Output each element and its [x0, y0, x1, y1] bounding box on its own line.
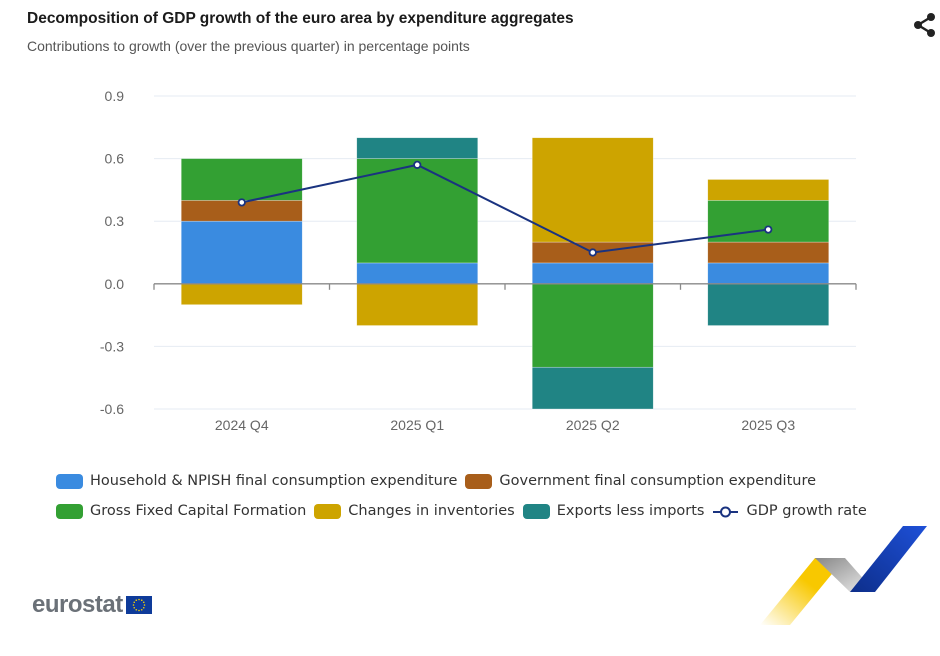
- bar-segment[interactable]: [531, 137, 654, 243]
- eu-star: [142, 601, 145, 604]
- bar-segment[interactable]: [707, 241, 830, 264]
- logo-text: eurostat: [32, 591, 123, 618]
- eu-star: [143, 604, 145, 606]
- bar-segment[interactable]: [531, 283, 654, 368]
- legend-item[interactable]: Government final consumption expenditure: [465, 473, 816, 489]
- legend: Household & NPISH final consumption expe…: [56, 466, 936, 526]
- gdp-point[interactable]: [588, 248, 597, 257]
- y-tick-label: 0.9: [105, 88, 125, 104]
- chart-plot: -0.6 -0.3 0.0 0.3 0.6 0.9 2024 Q4 2025 Q1 2025 …: [100, 88, 857, 433]
- legend-swatch: [314, 503, 342, 519]
- y-tick-label: -0.6: [100, 401, 124, 417]
- bar-segment[interactable]: [356, 158, 479, 264]
- y-tick-label: 0.6: [105, 151, 125, 167]
- legend-item[interactable]: Household & NPISH final consumption expe…: [56, 473, 457, 489]
- chart-title: Decomposition of GDP growth of the euro …: [27, 10, 574, 27]
- eu-star: [135, 608, 137, 611]
- bar-segment[interactable]: [531, 262, 654, 285]
- bar-segment[interactable]: [180, 283, 303, 305]
- eu-star: [142, 606, 145, 609]
- x-tick-label: 2025 Q1: [390, 417, 444, 433]
- x-axis-labels: 2024 Q4 2025 Q1 2025 Q2 2025 Q3: [215, 417, 795, 433]
- legend-swatch: [465, 473, 493, 489]
- legend-label: Household & NPISH final consumption expe…: [90, 473, 458, 489]
- y-tick-label: -0.3: [100, 338, 124, 354]
- chart-subtitle: Contributions to growth (over the previo…: [27, 38, 470, 54]
- eu-star: [133, 606, 135, 609]
- share-icon: [914, 13, 935, 37]
- legend-row: Household & NPISH final consumption expe…: [56, 466, 936, 496]
- x-tick-label: 2025 Q3: [741, 417, 795, 433]
- legend-item[interactable]: Exports less imports: [522, 503, 705, 519]
- legend-swatch: [56, 473, 83, 489]
- legend-swatch: [522, 503, 550, 519]
- bar-segment[interactable]: [531, 366, 654, 410]
- share-button[interactable]: [912, 12, 938, 38]
- eu-star: [137, 598, 140, 601]
- bar-segment[interactable]: [356, 137, 479, 159]
- bar-segment[interactable]: [180, 220, 303, 285]
- eu-star: [133, 601, 135, 604]
- legend-item[interactable]: Gross Fixed Capital Formation: [56, 503, 306, 519]
- gdp-point[interactable]: [237, 198, 246, 207]
- legend-label: Gross Fixed Capital Formation: [90, 503, 307, 519]
- y-tick-label: 0.0: [105, 276, 125, 292]
- bars: [180, 137, 830, 410]
- bar-segment[interactable]: [356, 262, 479, 285]
- legend-swatch: [56, 503, 83, 519]
- legend-label: Changes in inventories: [348, 503, 515, 519]
- gdp-point[interactable]: [764, 225, 773, 234]
- legend-label: Government final consumption expenditure: [499, 473, 817, 489]
- legend-label: GDP growth rate: [746, 503, 867, 519]
- x-axis: [153, 283, 857, 290]
- y-tick-label: 0.3: [105, 213, 125, 229]
- legend-label: Exports less imports: [556, 503, 705, 519]
- eu-star: [132, 604, 134, 606]
- y-axis: -0.6 -0.3 0.0 0.3 0.6 0.9: [100, 88, 124, 417]
- bar-segment[interactable]: [707, 283, 830, 326]
- bar-segment[interactable]: [707, 179, 830, 201]
- legend-item[interactable]: GDP growth rate: [712, 503, 867, 519]
- legend-line-marker-icon: [713, 506, 739, 517]
- decorative-trend-graphic: [760, 526, 927, 625]
- eu-star: [140, 608, 143, 611]
- bar-segment[interactable]: [356, 283, 479, 326]
- x-tick-label: 2024 Q4: [215, 417, 269, 433]
- eu-star: [135, 599, 137, 602]
- eu-star: [137, 609, 140, 612]
- eu-star: [140, 599, 143, 602]
- legend-row: Gross Fixed Capital Formation Changes in …: [56, 496, 936, 526]
- gdp-line-path: [241, 163, 769, 254]
- bar-segment[interactable]: [707, 262, 830, 285]
- legend-item[interactable]: Changes in inventories: [314, 503, 515, 519]
- x-tick-label: 2025 Q2: [566, 417, 620, 433]
- gdp-line: [237, 160, 773, 257]
- eurostat-logo: eurostat: [32, 591, 152, 619]
- eu-flag-icon: [125, 596, 152, 614]
- gdp-point[interactable]: [413, 160, 422, 169]
